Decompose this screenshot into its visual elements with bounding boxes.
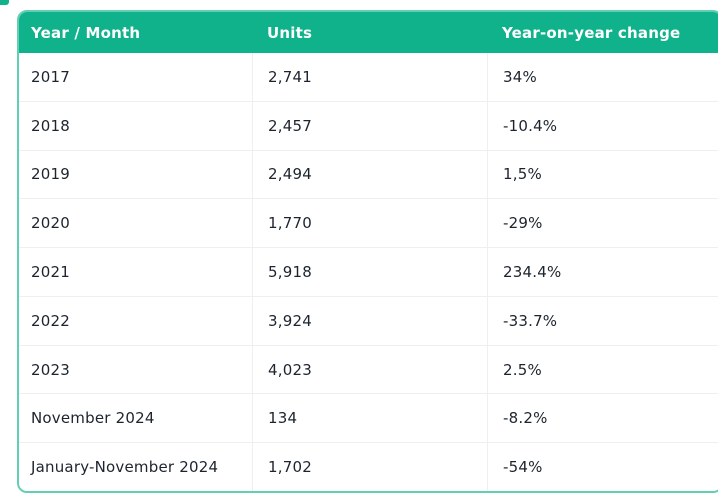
- units-cell: 5,918: [252, 248, 487, 296]
- table-body: 2017 2,741 34% 2018 2,457 -10.4% 2019 2,…: [19, 53, 718, 491]
- table-row: 2021 5,918 234.4%: [19, 247, 718, 296]
- column-header-yoy-change: Year-on-year change: [502, 24, 681, 42]
- table-header-row: Year / Month Units Year-on-year change: [19, 12, 718, 53]
- change-cell: 34%: [487, 53, 718, 101]
- table-row: 2019 2,494 1,5%: [19, 149, 718, 199]
- units-table: Year / Month Units Year-on-year change 2…: [17, 10, 718, 493]
- year-month-cell: 2020: [31, 214, 70, 233]
- units-cell: 2,741: [252, 53, 487, 101]
- table-row: January-November 2024 1,702 -54%: [19, 442, 718, 491]
- column-header-units: Units: [267, 24, 313, 42]
- page-corner-accent: [0, 0, 9, 5]
- table-row: 2020 1,770 -29%: [19, 198, 718, 248]
- year-month-cell: January-November 2024: [31, 458, 219, 477]
- table-row: 2023 4,023 2.5%: [19, 344, 718, 394]
- change-cell: -54%: [487, 443, 718, 491]
- change-cell: -33.7%: [487, 296, 718, 345]
- units-cell: 2,457: [252, 101, 487, 150]
- units-cell: 3,924: [252, 296, 487, 345]
- change-cell: -10.4%: [487, 101, 718, 150]
- year-month-cell: 2023: [31, 360, 70, 379]
- units-cell: 134: [252, 394, 487, 443]
- change-cell: 1,5%: [487, 150, 718, 199]
- year-month-cell: 2022: [31, 311, 70, 330]
- column-header-year-month: Year / Month: [31, 24, 141, 42]
- year-month-cell: 2021: [31, 263, 70, 282]
- year-month-cell: 2019: [31, 165, 70, 184]
- change-cell: 2.5%: [487, 345, 718, 394]
- units-cell: 1,702: [252, 443, 487, 491]
- units-cell: 1,770: [252, 199, 487, 248]
- change-cell: -29%: [487, 199, 718, 248]
- table-row: 2018 2,457 -10.4%: [19, 100, 718, 150]
- table-row: 2022 3,924 -33.7%: [19, 295, 718, 345]
- table-row: November 2024 134 -8.2%: [19, 393, 718, 443]
- change-cell: 234.4%: [487, 248, 718, 296]
- change-cell: -8.2%: [487, 394, 718, 443]
- year-month-cell: 2017: [31, 67, 70, 86]
- units-cell: 4,023: [252, 345, 487, 394]
- units-cell: 2,494: [252, 150, 487, 199]
- year-month-cell: 2018: [31, 116, 70, 135]
- year-month-cell: November 2024: [31, 409, 155, 428]
- table-row: 2017 2,741 34%: [19, 53, 718, 101]
